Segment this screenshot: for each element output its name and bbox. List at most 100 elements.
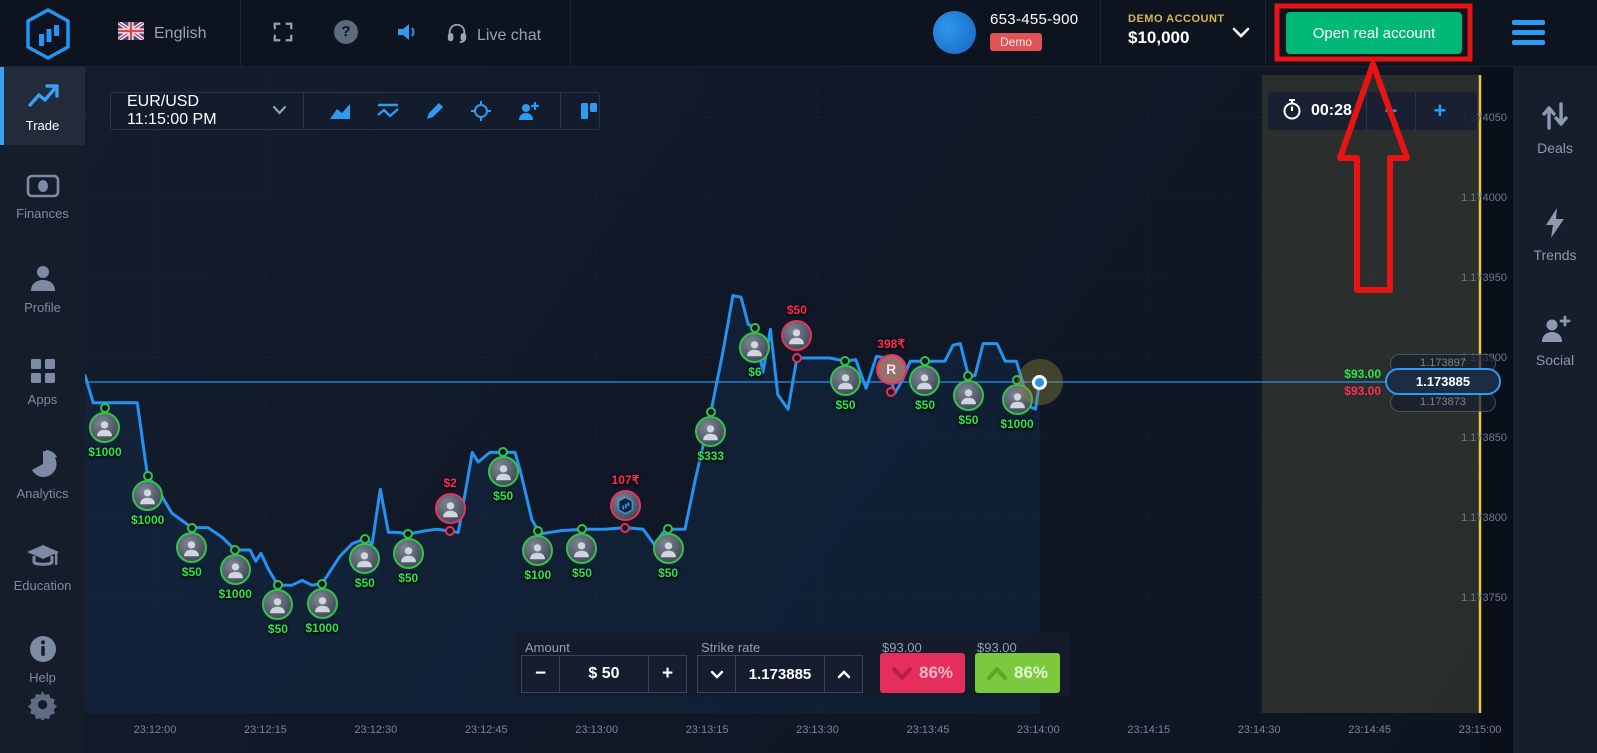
sidebar-item-deals[interactable]: Deals (1513, 83, 1597, 168)
graduation-cap-icon (0, 543, 85, 571)
divider (1414, 92, 1416, 130)
sidebar-item-profile[interactable]: Profile (0, 249, 85, 327)
trader-avatar[interactable] (349, 542, 381, 574)
trader-avatar[interactable]: R (875, 353, 907, 385)
chevron-down-icon[interactable] (272, 102, 287, 120)
sidebar-item-help[interactable]: Help (0, 621, 85, 697)
draw-pencil-icon[interactable] (424, 100, 446, 122)
fullscreen-icon[interactable] (272, 21, 294, 48)
account-switcher[interactable]: DEMO ACCOUNT $10,000 (1128, 13, 1225, 48)
x-tick-label: 23:14:45 (1348, 724, 1392, 736)
chevron-down-icon[interactable] (1232, 26, 1250, 44)
trade-amount-label: $50 (786, 303, 807, 317)
symbol-toolbar: EUR/USD 11:15:00 PM (110, 92, 600, 130)
strike-below-pill: 1.173873 (1390, 393, 1496, 412)
chart-type-icon[interactable] (328, 101, 352, 121)
crosshair-icon[interactable] (470, 100, 492, 122)
trader-avatar[interactable] (695, 416, 727, 448)
trader-avatar[interactable] (262, 589, 294, 621)
trader-avatar[interactable] (392, 538, 424, 569)
trade-amount-label: $1000 (88, 444, 122, 459)
chart-area[interactable]: 1.1740501.1740001.1739501.1739001.173850… (85, 67, 1513, 753)
timer-increase-button[interactable]: + (1433, 98, 1447, 123)
trader-avatar[interactable] (781, 320, 813, 351)
trade-amount-label: $50 (835, 398, 856, 413)
account-type-label: DEMO ACCOUNT (1128, 13, 1225, 25)
trader-avatar[interactable] (176, 531, 208, 563)
language-label: English (154, 24, 207, 42)
trader-avatar[interactable] (652, 533, 684, 565)
symbol-selector[interactable]: EUR/USD 11:15:00 PM (127, 93, 217, 128)
amount-input[interactable]: $ 50 (559, 656, 649, 692)
strike-rate-control: 1.173885 (697, 655, 863, 693)
x-tick-label: 23:12:15 (243, 724, 287, 736)
pie-chart-icon (0, 449, 85, 479)
menu-icon[interactable] (1512, 20, 1545, 46)
trade-point-dot (886, 386, 897, 397)
trader-avatar[interactable] (306, 587, 338, 619)
social-trading-icon[interactable] (516, 100, 540, 122)
top-bar: English ? Live chat 653-455-900 Demo DEM… (0, 0, 1597, 67)
sidebar-item-trends[interactable]: Trends (1513, 190, 1597, 275)
user-avatar[interactable] (933, 11, 976, 54)
headset-icon (446, 21, 468, 50)
sidebar-item-apps[interactable]: Apps (0, 343, 85, 419)
strike-rate-input[interactable]: 1.173885 (735, 656, 825, 692)
left-sidebar: Trade Finances Profile Apps Analytics Ed… (0, 67, 85, 753)
y-tick-label: 1.173800 (1461, 512, 1507, 524)
divider (1100, 0, 1101, 67)
sidebar-item-social[interactable]: Social (1513, 297, 1597, 380)
trader-avatar[interactable] (1001, 384, 1033, 416)
trader-avatar[interactable] (132, 480, 164, 512)
sidebar-item-trade[interactable]: Trade (0, 67, 85, 145)
help-icon[interactable]: ? (334, 20, 358, 44)
buy-up-button[interactable]: 86% (975, 653, 1060, 693)
strike-increase-button[interactable] (825, 656, 862, 692)
x-tick-label: 23:13:00 (575, 724, 619, 736)
trade-amount-label: $50 (398, 571, 419, 585)
account-info[interactable]: 653-455-900 Demo (933, 11, 1078, 54)
settings-gear-icon[interactable] (0, 690, 85, 725)
sidebar-item-analytics[interactable]: Analytics (0, 435, 85, 513)
trader-avatar[interactable] (487, 456, 519, 488)
layout-icon[interactable] (579, 101, 599, 121)
trade-amount-label: $50 (493, 489, 514, 504)
open-real-account-button[interactable]: Open real account (1286, 12, 1462, 54)
indicators-icon[interactable] (376, 101, 400, 121)
trade-amount-label: $1000 (305, 620, 339, 635)
trade-amount-label: $50 (658, 566, 679, 581)
sidebar-item-finances[interactable]: Finances (0, 159, 85, 233)
timer-decrease-button[interactable]: − (1384, 98, 1398, 123)
live-chat-button[interactable]: Live chat (446, 21, 541, 50)
trader-avatar[interactable] (909, 365, 941, 397)
trade-amount-label: $50 (354, 575, 375, 590)
trader-avatar[interactable] (609, 489, 641, 521)
amount-increase-button[interactable]: + (661, 663, 674, 684)
deals-arrows-icon (1513, 100, 1597, 132)
trade-amount-label: $1000 (218, 587, 252, 601)
amount-decrease-button[interactable]: − (534, 663, 547, 684)
trade-amount-label: $1000 (1000, 417, 1034, 432)
trader-avatar[interactable] (566, 533, 598, 565)
y-tick-label: 1.173950 (1461, 272, 1507, 284)
y-tick-label: 1.173750 (1461, 592, 1507, 604)
platform-logo-icon[interactable] (20, 6, 76, 62)
language-selector[interactable]: English (116, 20, 207, 45)
sidebar-item-label: Trends (1533, 247, 1577, 263)
strike-decrease-button[interactable] (698, 656, 735, 692)
sell-down-button[interactable]: 86% (880, 653, 965, 693)
trader-avatar[interactable] (219, 554, 251, 585)
trader-avatar[interactable] (739, 331, 771, 363)
x-tick-label: 23:13:30 (796, 724, 839, 736)
trade-amount-label: 107₹ (611, 472, 640, 487)
trader-avatar[interactable] (434, 492, 466, 524)
x-tick-label: 23:14:30 (1237, 724, 1281, 736)
trade-amount-label: $50 (181, 564, 202, 579)
trader-avatar[interactable] (522, 534, 554, 566)
sound-icon[interactable] (396, 21, 420, 48)
sidebar-item-education[interactable]: Education (0, 529, 85, 605)
trader-avatar[interactable] (89, 411, 121, 443)
x-tick-label: 23:12:45 (464, 724, 508, 736)
trader-avatar[interactable] (952, 379, 984, 411)
trader-avatar[interactable] (829, 365, 861, 397)
